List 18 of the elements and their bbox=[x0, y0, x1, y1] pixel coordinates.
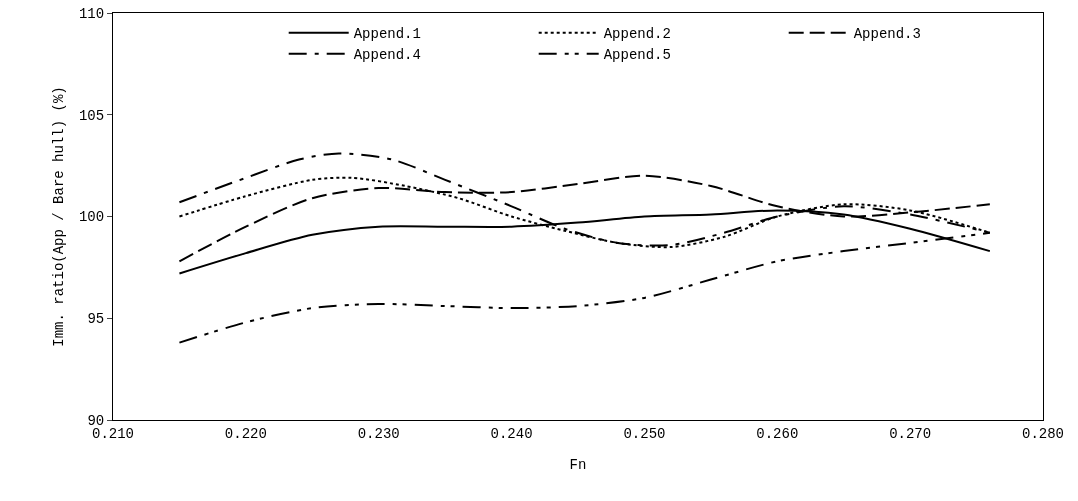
y-tick-label: 105 bbox=[78, 107, 105, 124]
y-axis-title: Imm. ratio(App / Bare hull) (%) bbox=[50, 86, 67, 347]
x-tick-label: 0.260 bbox=[756, 425, 799, 442]
legend-label: Append.1 bbox=[353, 26, 421, 43]
x-tick-label: 0.240 bbox=[490, 425, 533, 442]
legend-label: Append.3 bbox=[853, 26, 921, 43]
y-tick-label: 110 bbox=[78, 5, 105, 22]
x-tick-label: 0.280 bbox=[1021, 425, 1065, 442]
y-tick-label: 100 bbox=[78, 209, 105, 226]
x-tick-label: 0.270 bbox=[889, 425, 932, 442]
legend-label: Append.4 bbox=[353, 47, 421, 64]
y-tick-label: 95 bbox=[87, 311, 105, 328]
x-axis-title: Fn bbox=[569, 457, 587, 474]
legend-label: Append.5 bbox=[603, 47, 671, 64]
legend-label: Append.2 bbox=[603, 26, 671, 43]
x-tick-label: 0.220 bbox=[224, 425, 267, 442]
x-tick-label: 0.230 bbox=[357, 425, 400, 442]
x-tick-label: 0.250 bbox=[623, 425, 666, 442]
